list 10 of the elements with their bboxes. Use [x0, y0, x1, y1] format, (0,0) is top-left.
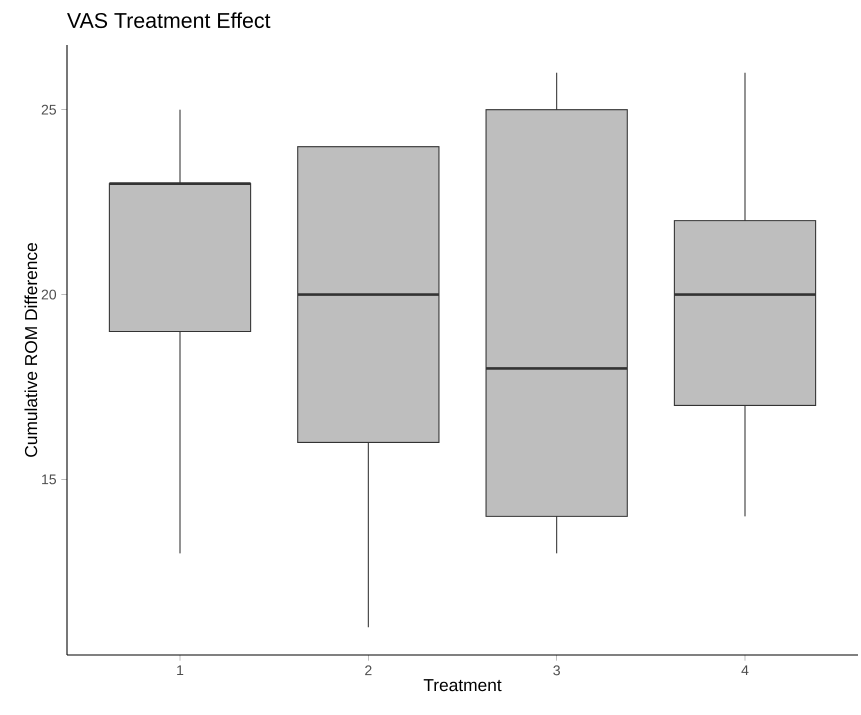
y-tick-label: 25 — [42, 104, 56, 115]
x-axis-title: Treatment — [424, 679, 502, 692]
x-tick-label: 1 — [177, 665, 184, 676]
y-axis-title: Cumulative ROM Difference — [24, 243, 38, 457]
x-tick-label: 2 — [365, 665, 372, 676]
chart-title: VAS Treatment Effect — [67, 12, 270, 28]
y-tick-label: 15 — [42, 474, 56, 484]
x-tick-label: 4 — [741, 665, 748, 676]
x-tick-label: 3 — [553, 665, 560, 676]
y-tick-label: 20 — [42, 290, 56, 300]
